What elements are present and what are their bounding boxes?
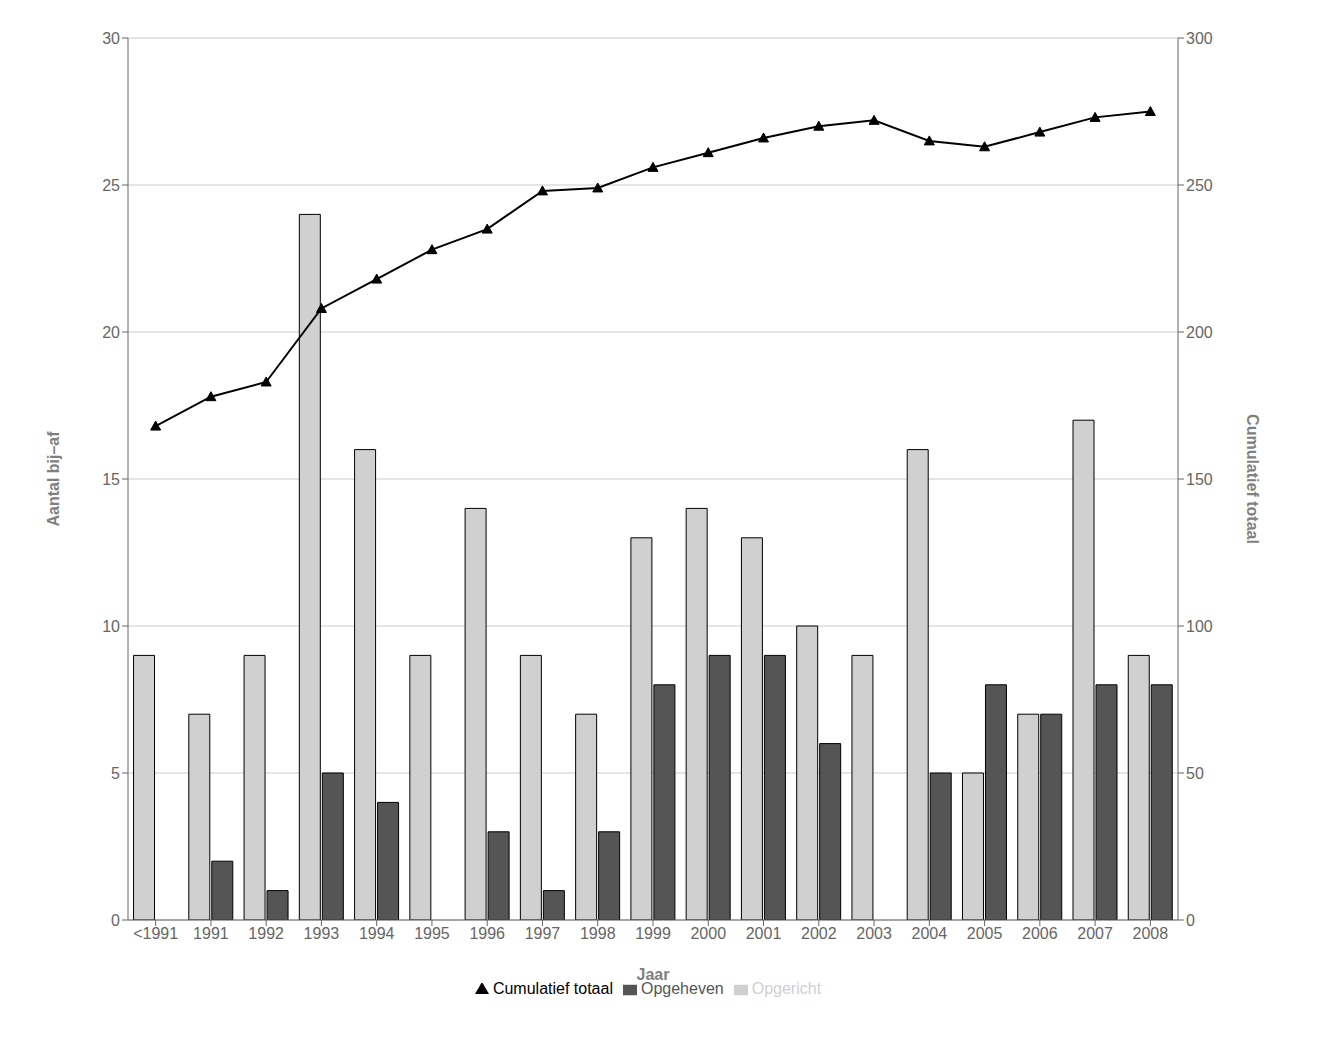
svg-text:2005: 2005 [967, 925, 1003, 942]
html-text:Opgeheven: Opgeheven [641, 980, 724, 997]
svg-text:1998: 1998 [580, 925, 616, 942]
svg-text:1992: 1992 [248, 925, 284, 942]
svg-text:0: 0 [1186, 912, 1195, 929]
svg-text:2007: 2007 [1077, 925, 1113, 942]
svg-text:<1991: <1991 [133, 925, 178, 942]
svg-text:10: 10 [102, 618, 120, 635]
svg-text:20: 20 [102, 324, 120, 341]
svg-text:1991: 1991 [193, 925, 229, 942]
svg-text:25: 25 [102, 177, 120, 194]
svg-text:100: 100 [1186, 618, 1213, 635]
svg-text:1994: 1994 [359, 925, 395, 942]
svg-text:1996: 1996 [469, 925, 505, 942]
svg-text:30: 30 [102, 30, 120, 47]
html-text:Cumulatief totaal: Cumulatief totaal [492, 980, 613, 997]
svg-text:2004: 2004 [912, 925, 948, 942]
svg-text:300: 300 [1186, 30, 1213, 47]
svg-text:1999: 1999 [635, 925, 671, 942]
svg-text:250: 250 [1186, 177, 1213, 194]
svg-text:Cumulatief totaal: Cumulatief totaal [1244, 414, 1261, 544]
svg-text:2008: 2008 [1133, 925, 1169, 942]
svg-text:2003: 2003 [856, 925, 892, 942]
svg-text:2000: 2000 [690, 925, 726, 942]
svg-text:1993: 1993 [304, 925, 340, 942]
svg-text:0: 0 [111, 912, 120, 929]
svg-text:Aantal bij–af: Aantal bij–af [45, 431, 62, 527]
svg-text:15: 15 [102, 471, 120, 488]
svg-text:Jaar: Jaar [637, 966, 670, 983]
svg-text:5: 5 [111, 765, 120, 782]
svg-text:2001: 2001 [746, 925, 782, 942]
svg-text:150: 150 [1186, 471, 1213, 488]
svg-text:50: 50 [1186, 765, 1204, 782]
svg-text:2002: 2002 [801, 925, 837, 942]
svg-text:1995: 1995 [414, 925, 450, 942]
html-text:Opgericht: Opgericht [751, 980, 822, 997]
svg-text:2006: 2006 [1022, 925, 1058, 942]
svg-text:200: 200 [1186, 324, 1213, 341]
svg-text:1997: 1997 [525, 925, 561, 942]
